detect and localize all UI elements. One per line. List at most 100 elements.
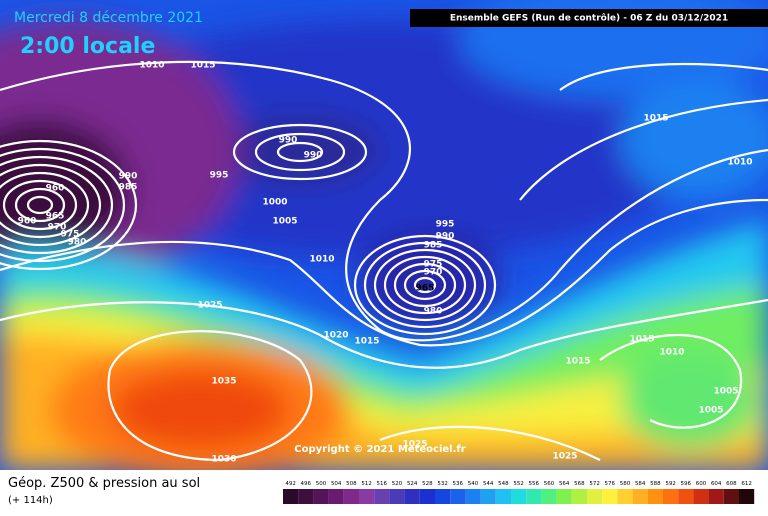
scale-cell <box>541 489 557 504</box>
scale-label: 540 <box>468 481 479 487</box>
scale-cell <box>389 489 405 504</box>
scale-label: 560 <box>544 481 555 487</box>
date-title: Mercredi 8 décembre 2021 <box>14 10 203 26</box>
scale-cell <box>328 489 344 504</box>
isobar-label: 1010 <box>659 348 684 358</box>
isobar-labels: 1010 101599099099599098596096596097097598… <box>18 61 753 465</box>
scale-cell <box>571 489 587 504</box>
isobar-label: 975 <box>424 260 443 270</box>
isobar-label: 990 <box>436 232 455 242</box>
scale-label: 504 <box>331 481 342 487</box>
scale-label: 580 <box>620 481 631 487</box>
isobar-ring <box>383 255 467 315</box>
scale-label: 584 <box>635 481 646 487</box>
isobar-label: 980 <box>68 238 87 248</box>
scale-label: 516 <box>377 481 388 487</box>
scale-label: 496 <box>301 481 312 487</box>
scale-label: 576 <box>605 481 616 487</box>
scale-label: 608 <box>726 481 737 487</box>
scale-cell <box>617 489 633 504</box>
scale-label: 552 <box>513 481 524 487</box>
isobar-label: 1025 <box>552 452 577 462</box>
isobar-ring <box>0 171 90 239</box>
isobar-ring <box>26 195 54 215</box>
isobar-label: 1025 <box>197 301 222 311</box>
scale-cell <box>647 489 663 504</box>
footer-title: Géop. Z500 & pression au sol <box>8 476 200 491</box>
scale-label: 572 <box>589 481 600 487</box>
scale-label: 600 <box>696 481 707 487</box>
isobar-label: 1030 <box>211 455 236 465</box>
copyright: Copyright © 2021 Meteociel.fr <box>294 444 465 455</box>
scale-label: 548 <box>498 481 509 487</box>
isobar-label: 1005 <box>713 387 738 397</box>
isobar-ring <box>232 123 368 181</box>
scale-cell <box>419 489 435 504</box>
isobar-label: 985 <box>119 183 138 193</box>
footer-lead: (+ 114h) <box>8 495 53 506</box>
scale-cell <box>450 489 466 504</box>
isobar-ring <box>0 163 102 247</box>
scale-cell <box>313 489 329 504</box>
isobar-ring <box>413 276 437 294</box>
scale-label: 492 <box>285 481 296 487</box>
isobar-ring <box>353 234 497 336</box>
isobar-label: 1005 <box>698 406 723 416</box>
scale-cell <box>465 489 481 504</box>
isobar-label: 960 <box>18 217 37 227</box>
scale-cell <box>480 489 496 504</box>
scale-label: 588 <box>650 481 661 487</box>
scale-label: 556 <box>529 481 540 487</box>
scale-cell <box>359 489 375 504</box>
scale-cell <box>708 489 724 504</box>
isobar-label: 990 <box>119 172 138 182</box>
isobar-ring <box>0 155 114 255</box>
scale-cell <box>678 489 694 504</box>
isobar-ring <box>373 248 477 322</box>
isobar-ring <box>276 141 324 163</box>
isobar-label: 990 <box>279 136 298 146</box>
isobar-label: 1020 <box>323 331 348 341</box>
scale-cell <box>526 489 542 504</box>
scale-label: 508 <box>346 481 357 487</box>
scale-label: 524 <box>407 481 418 487</box>
isobar-label: 960 <box>46 184 65 194</box>
scale-cell <box>739 489 755 504</box>
isobar-ring <box>14 187 66 223</box>
run-info: Ensemble GEFS (Run de contrôle) - 06 Z d… <box>450 13 728 24</box>
isobar-label: 975 <box>61 230 80 240</box>
isobar-ring <box>0 147 126 263</box>
isobar-label: 985 <box>424 241 443 251</box>
isobar-label: 1000 <box>262 198 287 208</box>
scale-label: 536 <box>453 481 464 487</box>
scale-label: 512 <box>361 481 372 487</box>
isobar-label: 965 <box>416 284 435 294</box>
scale-cell <box>556 489 572 504</box>
isobar-label: 1005 <box>272 217 297 227</box>
scale-cell <box>632 489 648 504</box>
isobar-ring <box>393 262 457 308</box>
scale-cell <box>511 489 527 504</box>
isobar-label: 1035 <box>211 377 236 387</box>
scale-label: 544 <box>483 481 494 487</box>
scale-cell <box>587 489 603 504</box>
isobars <box>0 60 768 462</box>
scale-cell <box>693 489 709 504</box>
isobar-label: 995 <box>210 171 229 181</box>
isobar-label: 980 <box>424 307 443 317</box>
isobar-ring <box>2 179 78 231</box>
scale-label: 500 <box>316 481 327 487</box>
isobar-ring <box>0 139 138 271</box>
isobar-ring <box>403 269 447 301</box>
isobar-label: 1015 <box>643 114 668 124</box>
scale-label: 568 <box>574 481 585 487</box>
scale-cell <box>602 489 618 504</box>
isobar-label: 990 <box>304 151 323 161</box>
isobar-label: 1010 <box>309 255 334 265</box>
map-field <box>0 0 768 470</box>
isobar-label: 1015 <box>565 357 590 367</box>
scale-cell <box>283 489 299 504</box>
scale-cell <box>298 489 314 504</box>
isobar-label: 1015 <box>354 337 379 347</box>
